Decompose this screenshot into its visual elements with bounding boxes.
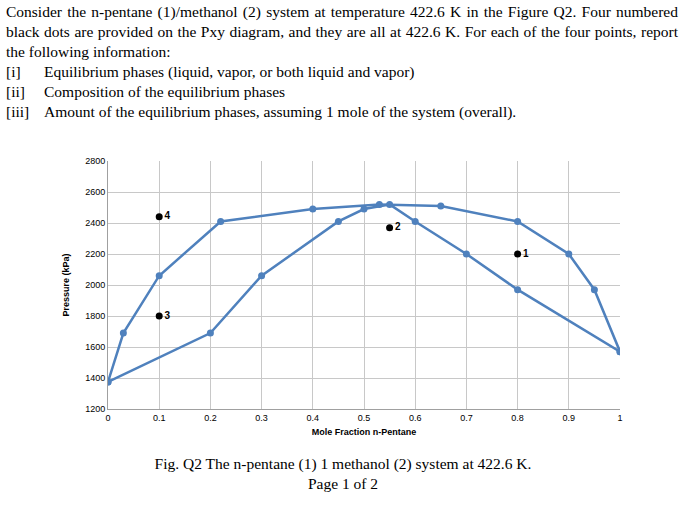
html-text:[i]: [i]: [6, 63, 21, 80]
svg-text:2200: 2200: [85, 249, 105, 259]
svg-text:Pressure (kPa): Pressure (kPa): [61, 253, 71, 316]
html-text:[ii]: [ii]: [6, 83, 25, 100]
svg-text:0.7: 0.7: [460, 413, 473, 423]
html-text:Amount of the equilibrium phas: Amount of the equilibrium phases, assumi…: [44, 103, 517, 120]
svg-text:1600: 1600: [85, 342, 105, 352]
svg-text:0.6: 0.6: [409, 413, 422, 423]
svg-text:1400: 1400: [85, 373, 105, 383]
svg-text:2000: 2000: [85, 280, 105, 290]
svg-text:1800: 1800: [85, 311, 105, 321]
html-text:Consider the n-pentane (1)/met: Consider the n-pentane (1)/methanol (2) …: [6, 3, 678, 60]
html-text:Equilibrium phases (liquid, va: Equilibrium phases (liquid, vapor, or bo…: [44, 63, 415, 80]
svg-text:0.1: 0.1: [153, 413, 166, 423]
html-text:Page 1 of 2: Page 1 of 2: [307, 475, 379, 492]
svg-text:0.9: 0.9: [563, 413, 576, 423]
svg-text:1: 1: [523, 248, 529, 259]
svg-text:1200: 1200: [85, 404, 105, 414]
svg-text:0.3: 0.3: [255, 413, 268, 423]
svg-text:Mole Fraction n-Pentane: Mole Fraction n-Pentane: [312, 427, 417, 437]
html-text:Composition of the equilibrium: Composition of the equilibrium phases: [44, 83, 286, 100]
svg-text:4: 4: [165, 210, 171, 221]
svg-text:0.4: 0.4: [307, 413, 320, 423]
svg-text:0.2: 0.2: [204, 413, 217, 423]
svg-text:0.8: 0.8: [511, 413, 524, 423]
svg-text:0: 0: [105, 413, 110, 423]
svg-text:3: 3: [165, 310, 171, 321]
svg-text:0.5: 0.5: [358, 413, 371, 423]
svg-text:2600: 2600: [85, 187, 105, 197]
svg-text:1: 1: [617, 413, 622, 423]
html-text:Fig. Q2 The n-pentane (1) 1 me: Fig. Q2 The n-pentane (1) 1 methanol (2)…: [154, 455, 532, 472]
svg-text:2: 2: [395, 221, 401, 232]
html-text:[iii]: [iii]: [6, 103, 30, 120]
svg-text:2400: 2400: [85, 218, 105, 228]
svg-text:2800: 2800: [85, 156, 105, 166]
